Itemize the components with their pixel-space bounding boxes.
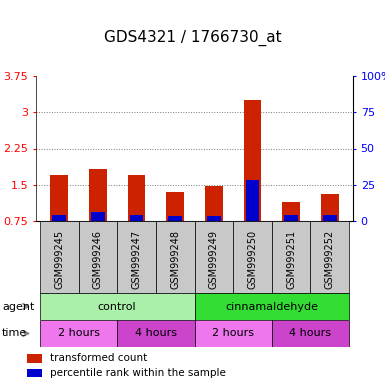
Text: transformed count: transformed count [50,353,147,364]
Bar [156,221,194,293]
Bar [79,221,117,293]
Bar [205,186,223,221]
Text: GSM999245: GSM999245 [54,230,64,289]
Bar [194,293,349,320]
Bar [246,180,259,221]
Bar [321,194,338,221]
Bar [310,221,349,293]
Bar [194,221,233,293]
Bar [40,320,117,347]
Bar [27,369,42,377]
Text: 4 hours: 4 hours [135,328,177,339]
Text: GSM999246: GSM999246 [93,230,103,289]
Text: GSM999250: GSM999250 [248,230,258,289]
Text: 2 hours: 2 hours [57,328,100,339]
Bar [207,216,221,221]
Text: GSM999249: GSM999249 [209,230,219,289]
Text: 2 hours: 2 hours [212,328,254,339]
Text: GSM999247: GSM999247 [132,230,142,289]
Bar [168,216,182,221]
Bar [117,320,194,347]
Bar [52,215,66,221]
Bar [27,354,42,362]
Bar [50,175,68,221]
Bar [194,320,272,347]
Text: 4 hours: 4 hours [290,328,331,339]
Bar [91,212,105,221]
Text: cinnamaldehyde: cinnamaldehyde [225,301,318,311]
Text: GSM999248: GSM999248 [170,230,180,289]
Bar [40,221,79,293]
Bar [244,100,261,221]
Text: GDS4321 / 1766730_at: GDS4321 / 1766730_at [104,30,281,46]
Bar [272,221,310,293]
Text: agent: agent [2,301,34,311]
Bar [285,215,298,221]
Bar [128,175,145,221]
Text: control: control [98,301,137,311]
Text: percentile rank within the sample: percentile rank within the sample [50,368,226,378]
Bar [233,221,272,293]
Bar [283,202,300,221]
Text: time: time [2,328,27,339]
Text: GSM999251: GSM999251 [286,230,296,289]
Bar [117,221,156,293]
Text: GSM999252: GSM999252 [325,230,335,289]
Bar [40,293,194,320]
Bar [272,320,349,347]
Bar [166,192,184,221]
Bar [323,215,336,221]
Bar [89,169,107,221]
Bar [130,215,143,221]
